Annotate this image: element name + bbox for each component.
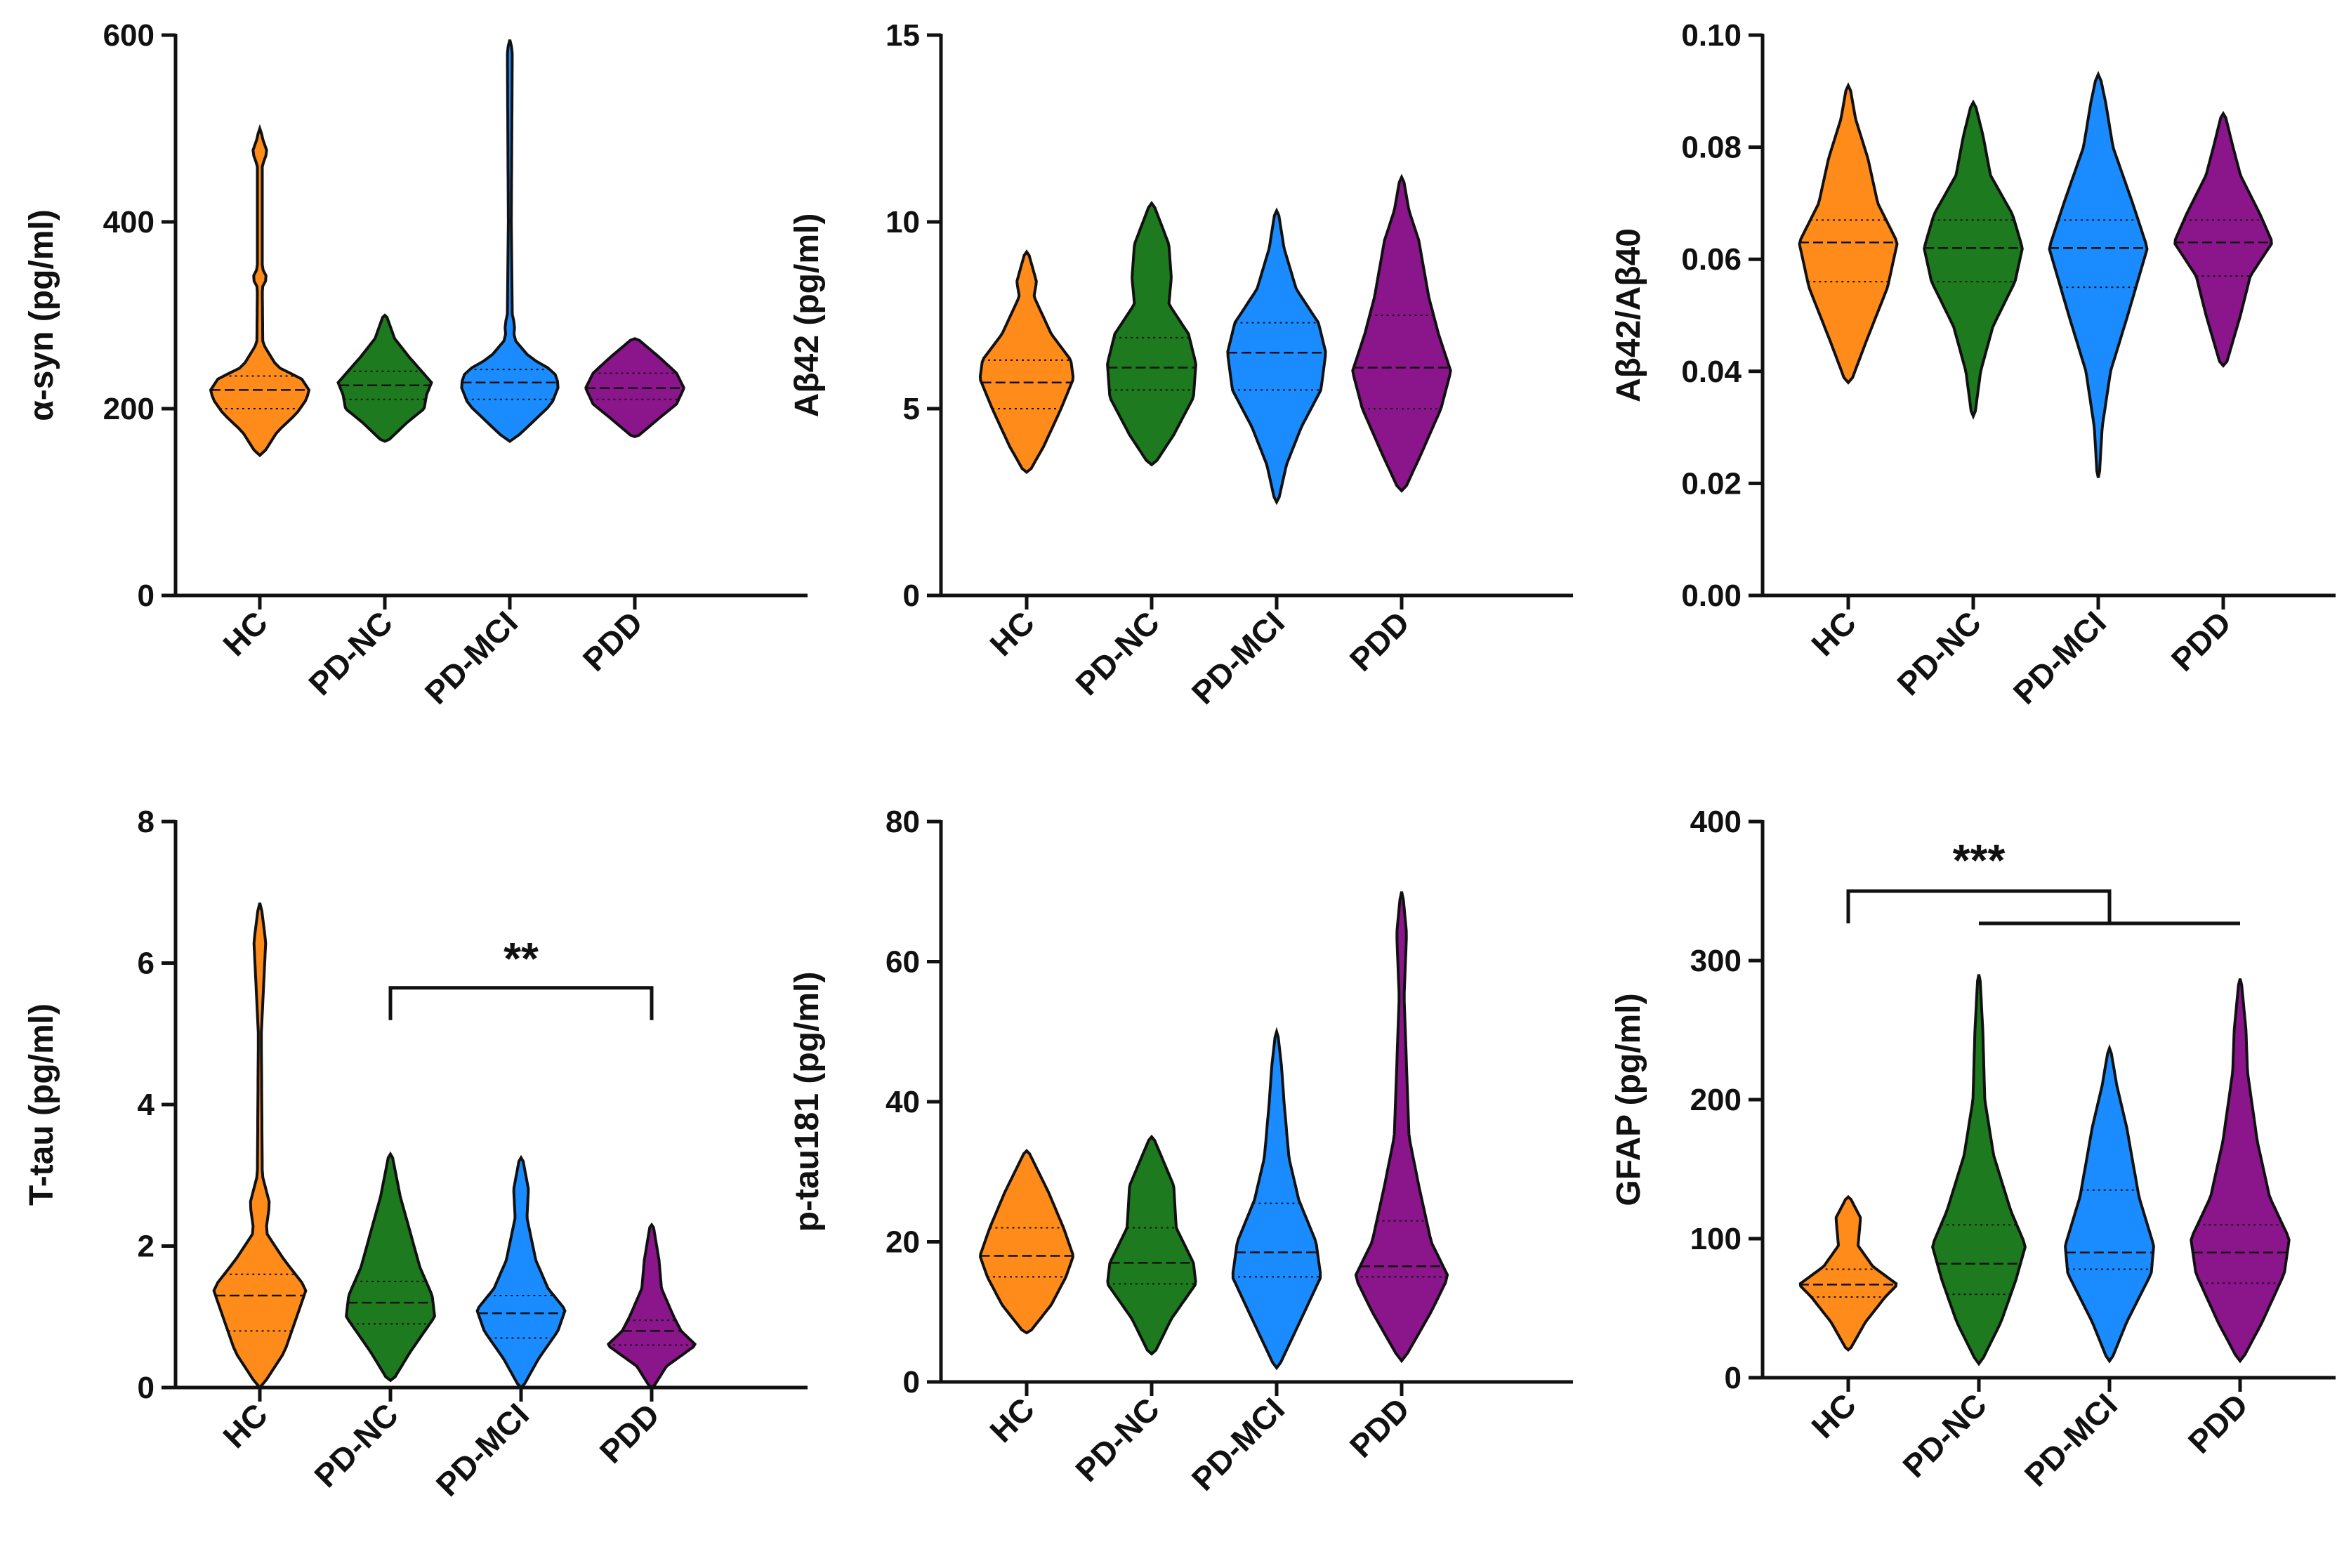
y-tick-label: 200 [103, 392, 154, 426]
violin-pd-nc [1106, 200, 1197, 467]
x-tick-label: HC [1804, 604, 1863, 663]
x-tick-label: PD-NC [1895, 1386, 1994, 1484]
y-tick-label: 8 [138, 805, 154, 839]
x-tick-label: HC [982, 1390, 1041, 1449]
y-axis-label: Aβ42/Aβ40 [1610, 228, 1647, 402]
violin-hc [979, 1148, 1074, 1335]
violin-hc [978, 249, 1075, 474]
significance-bracket [1846, 889, 2112, 923]
y-tick-label: 0 [138, 579, 154, 613]
significance-label: *** [1953, 835, 2006, 885]
y-tick-label: 20 [886, 1225, 920, 1260]
violin-pd-mci [460, 39, 560, 443]
violin-pd-mci [2048, 70, 2149, 478]
y-tick-label: 200 [1690, 1083, 1742, 1117]
violin-hc [209, 124, 311, 458]
x-tick-label: PD-MCI [2017, 1386, 2124, 1493]
y-tick-label: 600 [103, 18, 154, 53]
violin-hc [1798, 82, 1899, 385]
violin-pd-nc [1931, 974, 2027, 1366]
y-axis-label: Aβ42 (pg/ml) [789, 213, 826, 418]
y-tick-label: 0.02 [1681, 466, 1742, 501]
violin-hc [212, 902, 308, 1390]
y-tick-label: 0 [138, 1371, 154, 1405]
y-tick-label: 5 [903, 392, 920, 426]
y-tick-label: 80 [886, 805, 920, 839]
violin-pd-mci [1231, 1027, 1322, 1371]
x-tick-label: HC [216, 1396, 275, 1455]
violin-pdd [2190, 978, 2291, 1364]
x-tick-label: PDD [2181, 1386, 2255, 1460]
y-tick-label: 10 [886, 205, 920, 239]
x-tick-label: PD-NC [1068, 604, 1166, 702]
y-tick-label: 0.00 [1681, 579, 1742, 613]
violin-pd-nc [1106, 1134, 1197, 1356]
y-tick-label: 0 [903, 579, 920, 613]
x-tick-label: PD-MCI [418, 604, 525, 711]
chart-panel-asyn: 0 200 400 600 α-syn (pg/ml) HC PD-NC PD-MCI PDD [23, 18, 808, 711]
chart-panel-ptau181: 0 20 40 60 80 p-tau181 (pg/ml) HC PD-NC PD-MCI PD… [789, 805, 1573, 1498]
violin-pd-nc [336, 313, 433, 443]
violin-pd-mci [2064, 1043, 2155, 1364]
y-tick-label: 400 [1690, 805, 1742, 839]
x-tick-label: PDD [1343, 1390, 1416, 1464]
y-tick-label: 40 [886, 1085, 920, 1119]
y-tick-label: 4 [138, 1088, 155, 1122]
y-tick-label: 6 [138, 947, 154, 981]
x-tick-label: PDD [576, 604, 650, 678]
violin-pd-mci [1226, 207, 1327, 506]
violin-pdd [606, 1222, 697, 1390]
y-tick-label: 0.06 [1681, 242, 1742, 277]
x-tick-label: HC [1804, 1386, 1863, 1445]
significance-label: ** [503, 933, 539, 984]
chart-panel-ratio: 0.00 0.02 0.04 0.06 0.08 0.10 Aβ42/Aβ40 HC PD-NC… [1610, 18, 2336, 711]
chart-panel-abeta42: 0 5 10 15 Aβ42 (pg/ml) HC PD-NC PD-MCI PDD [789, 18, 1573, 711]
y-tick-label: 15 [886, 18, 920, 53]
y-tick-label: 60 [886, 945, 920, 980]
violin-pdd [2173, 110, 2273, 368]
x-tick-label: PD-NC [1890, 604, 1988, 702]
violin-hc [1798, 1194, 1898, 1352]
x-tick-label: HC [216, 604, 275, 663]
x-tick-label: HC [982, 604, 1041, 663]
y-tick-label: 400 [103, 205, 154, 239]
violin-pd-nc [345, 1151, 436, 1383]
violin-pd-mci [475, 1154, 567, 1390]
x-tick-label: PD-MCI [2006, 604, 2113, 711]
y-axis-label: GFAP (pg/ml) [1610, 993, 1647, 1206]
y-tick-label: 0 [1725, 1361, 1742, 1395]
y-axis-label: α-syn (pg/ml) [23, 209, 60, 421]
y-axis-label: T-tau (pg/ml) [23, 1003, 60, 1206]
y-tick-label: 0 [903, 1365, 920, 1399]
y-tick-label: 0.10 [1681, 18, 1742, 53]
significance-bracket [388, 986, 654, 1020]
chart-panel-gfap: 0 100 200 300 400 GFAP (pg/ml) HC PD-NC PD-MCI PD… [1610, 805, 2336, 1494]
violin-pdd [1354, 891, 1449, 1364]
y-tick-label: 0.04 [1681, 355, 1742, 389]
x-tick-label: PD-NC [307, 1396, 405, 1494]
y-tick-label: 0.08 [1681, 131, 1742, 165]
violin-pd-nc [1923, 99, 2024, 420]
chart-panel-ttau: 0 2 4 6 8 T-tau (pg/ml) HC PD-NC PD-MCI PDD ** [23, 805, 808, 1503]
x-tick-label: PDD [1343, 604, 1416, 678]
y-axis-label: p-tau181 (pg/ml) [789, 972, 826, 1232]
y-tick-label: 300 [1690, 944, 1742, 978]
x-tick-label: PD-NC [301, 604, 400, 702]
y-tick-label: 100 [1690, 1222, 1742, 1256]
x-tick-label: PDD [2164, 604, 2238, 678]
x-tick-label: PD-MCI [429, 1396, 536, 1503]
x-tick-label: PDD [593, 1396, 666, 1470]
x-tick-label: PD-NC [1068, 1390, 1166, 1489]
violin-pdd [1351, 173, 1452, 493]
y-tick-label: 2 [138, 1230, 154, 1264]
x-tick-label: PD-MCI [1185, 1390, 1291, 1497]
x-tick-label: PD-MCI [1185, 604, 1291, 711]
